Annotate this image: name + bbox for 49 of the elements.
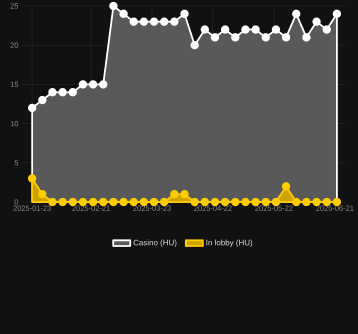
point (190, 41, 199, 50)
point (78, 80, 88, 89)
point (68, 88, 77, 96)
point (220, 25, 230, 34)
point (231, 33, 240, 42)
point (130, 198, 138, 206)
point (58, 88, 67, 96)
point (292, 198, 300, 206)
point (190, 198, 199, 206)
point (272, 25, 280, 34)
point (140, 17, 148, 26)
point (180, 10, 189, 18)
point (58, 198, 67, 206)
point (312, 17, 321, 26)
point (28, 174, 36, 183)
point (109, 2, 118, 10)
point (282, 33, 290, 42)
point (251, 25, 260, 34)
point (88, 80, 98, 89)
point (262, 33, 270, 42)
point (68, 198, 77, 206)
point (312, 198, 321, 206)
point (38, 96, 46, 104)
point (241, 25, 250, 34)
point (251, 198, 260, 206)
point (119, 198, 128, 206)
point (302, 33, 311, 42)
point (150, 17, 158, 26)
point (119, 10, 128, 18)
point (332, 10, 342, 18)
point (282, 182, 290, 191)
point (38, 190, 46, 198)
point (170, 190, 179, 198)
point (322, 25, 331, 34)
point (231, 198, 240, 206)
point (200, 25, 210, 34)
point (160, 17, 168, 26)
point (180, 190, 189, 198)
point (48, 88, 57, 96)
point (241, 198, 250, 206)
point (210, 33, 220, 42)
point (99, 80, 108, 89)
point (48, 198, 57, 206)
point (302, 198, 311, 206)
point (292, 10, 300, 18)
point (170, 17, 179, 26)
point (28, 104, 36, 112)
point (130, 17, 138, 26)
point (109, 198, 118, 206)
